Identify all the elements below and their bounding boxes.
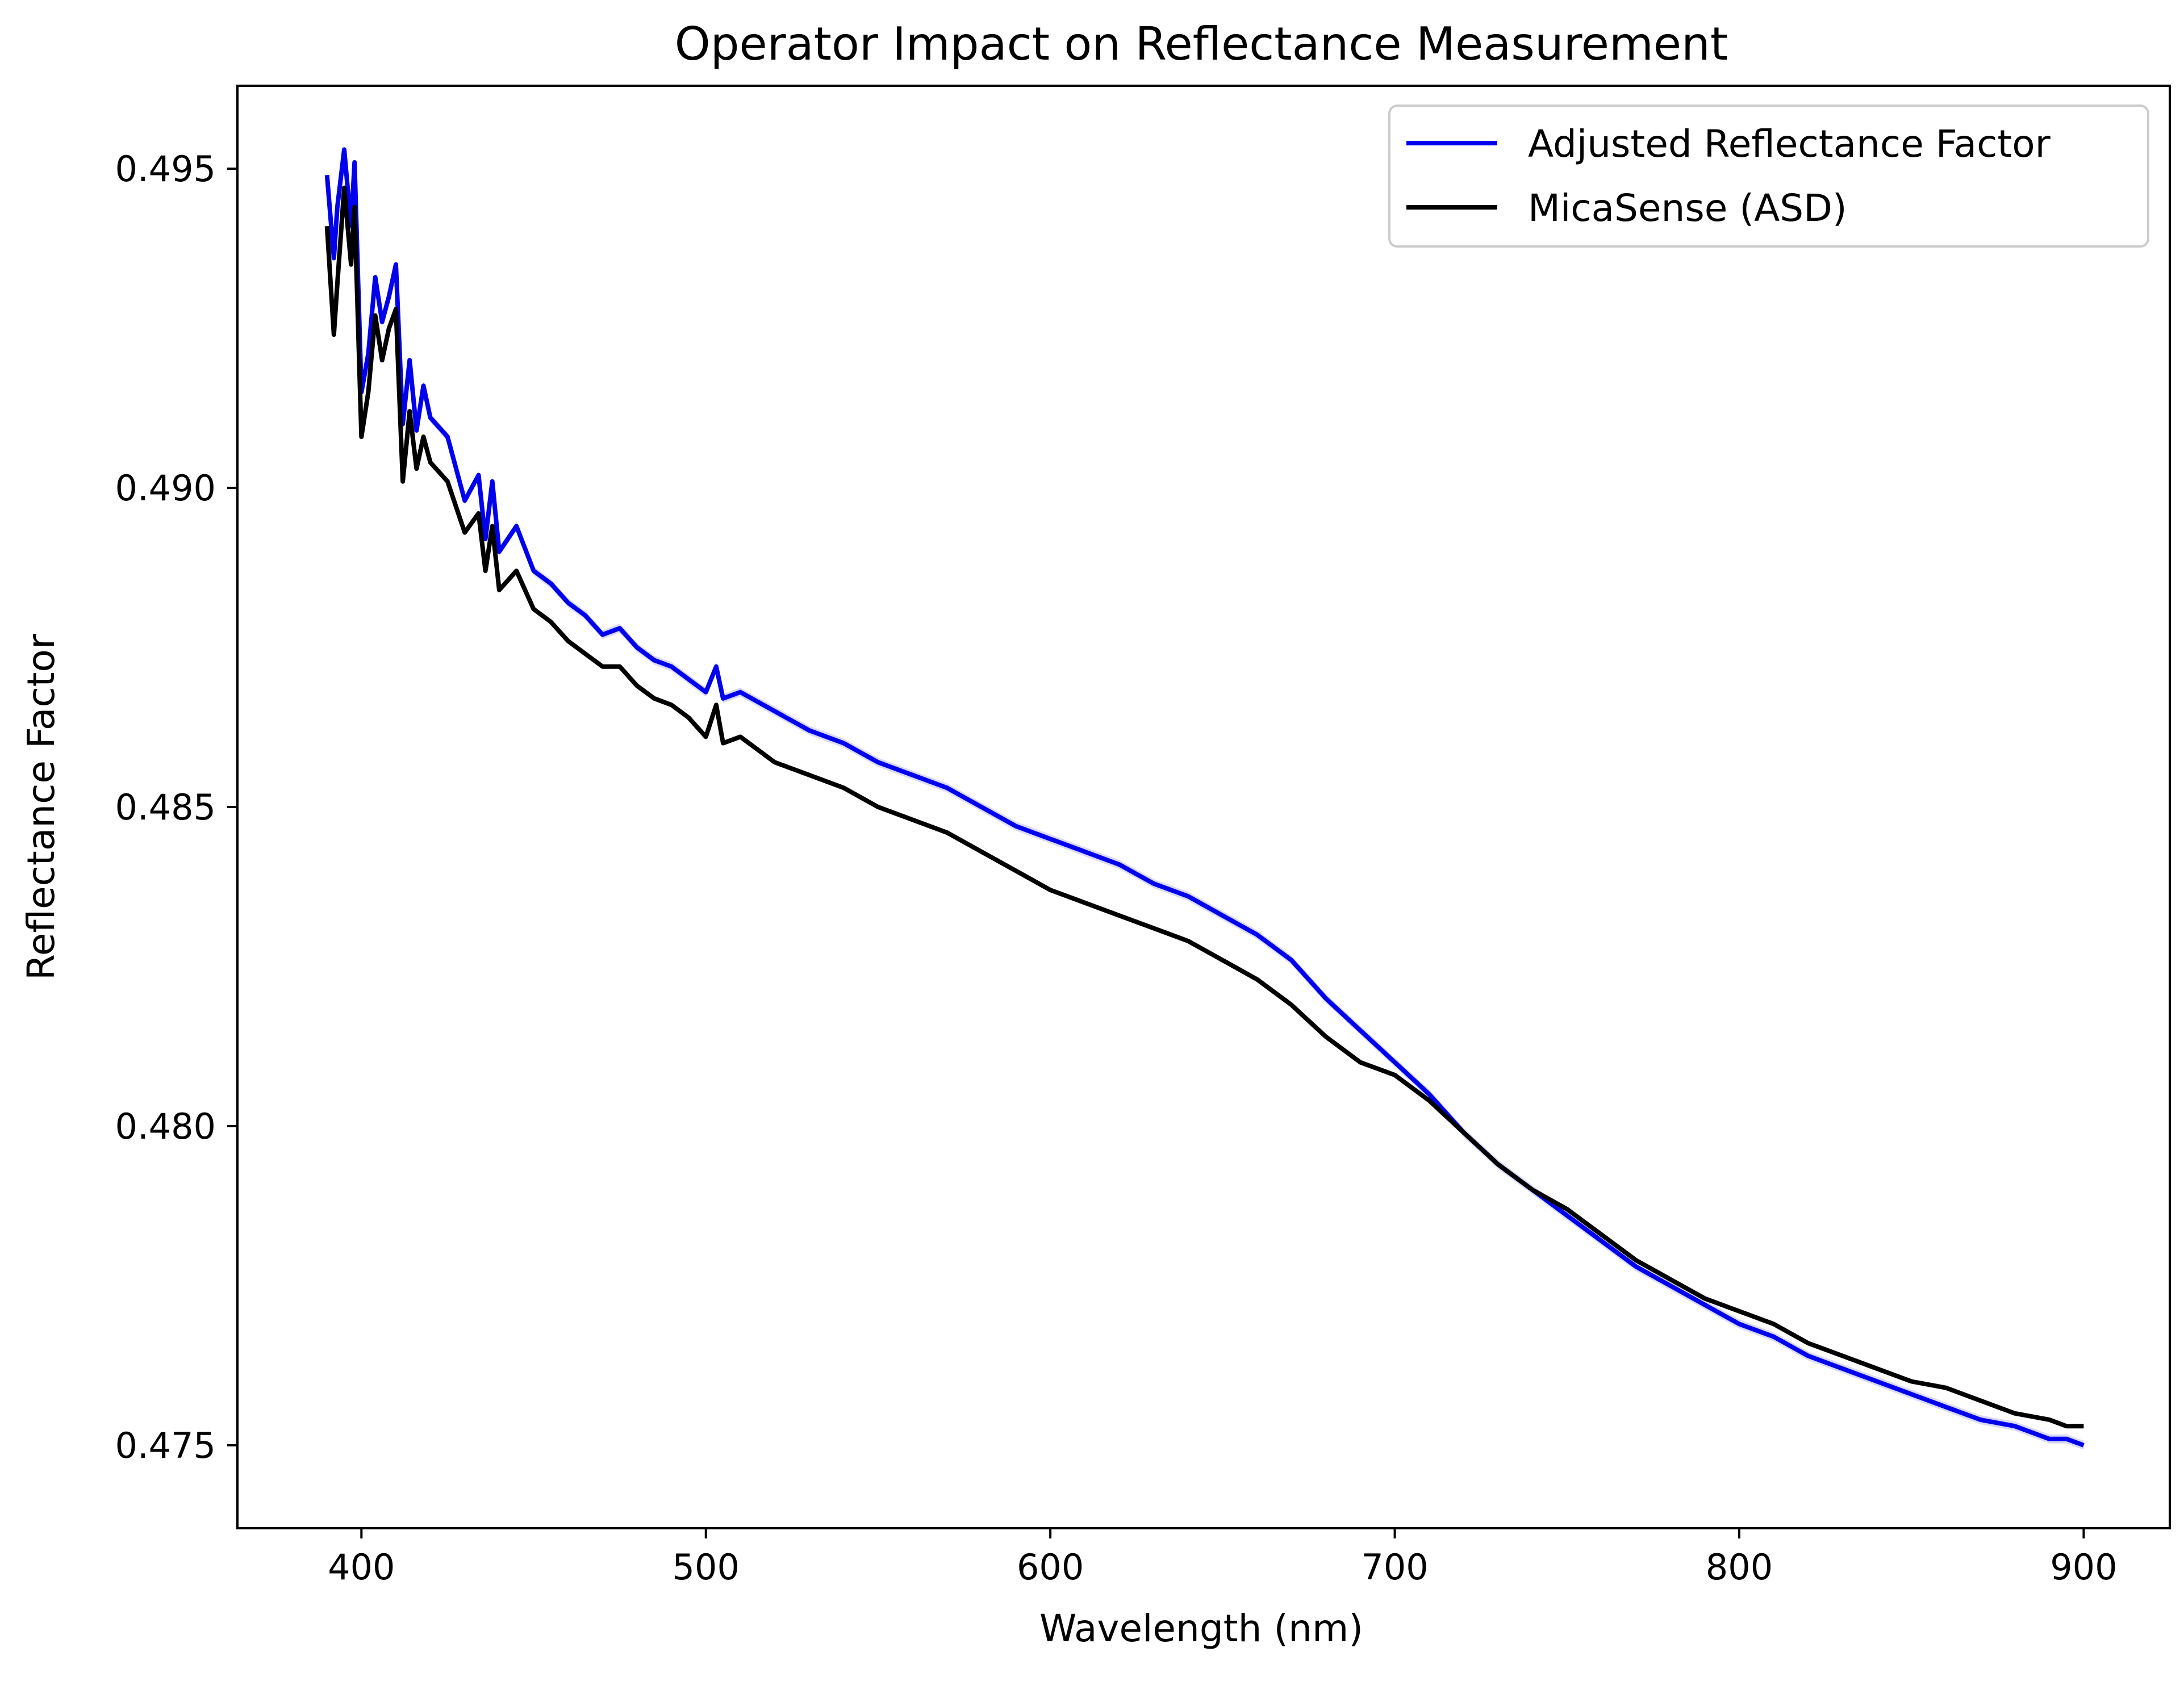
- y-tick-label: 0.495: [115, 148, 216, 190]
- x-tick-label: 800: [1706, 1546, 1773, 1588]
- y-axis-label: Reflectance Factor: [19, 633, 63, 980]
- y-tick-label: 0.475: [115, 1425, 216, 1466]
- x-tick-label: 400: [328, 1546, 395, 1588]
- x-tick-label: 700: [1361, 1546, 1428, 1588]
- legend-label-adjusted-reflectance-factor: Adjusted Reflectance Factor: [1528, 122, 2051, 166]
- y-tick-label: 0.480: [115, 1106, 216, 1147]
- legend: Adjusted Reflectance Factor MicaSense (A…: [1388, 104, 2149, 248]
- legend-box: [1388, 104, 2149, 248]
- series-layer: [324, 145, 2085, 1450]
- x-tick-label: 900: [2050, 1546, 2117, 1588]
- series-line-micasense-asd: [324, 185, 2084, 1429]
- x-tick-label: 600: [1017, 1546, 1084, 1588]
- chart-title: Operator Impact on Reflectance Measureme…: [675, 18, 1728, 70]
- x-tick-label: 500: [673, 1546, 740, 1588]
- plot-area-group: 400 500 600 700 800 900 0.4750.4800.4850.4900…: [115, 85, 2171, 1588]
- series-line-adjusted-reflectance-factor: [324, 147, 2085, 1448]
- y-axis-ticks: 0.475 0.480 0.485 0.490 0.495: [115, 148, 237, 1466]
- y-tick-label: 0.490: [115, 467, 216, 509]
- x-axis-ticks: 400 500 600 700 800 900: [328, 1528, 2118, 1588]
- series-band-adjusted-reflectance-factor: [327, 145, 2084, 1450]
- legend-label-micasense-asd: MicaSense (ASD): [1528, 186, 1847, 230]
- y-tick-label: 0.485: [115, 787, 216, 828]
- plot-frame: [236, 85, 2171, 1529]
- x-axis-label: Wavelength (nm): [1039, 1607, 1363, 1650]
